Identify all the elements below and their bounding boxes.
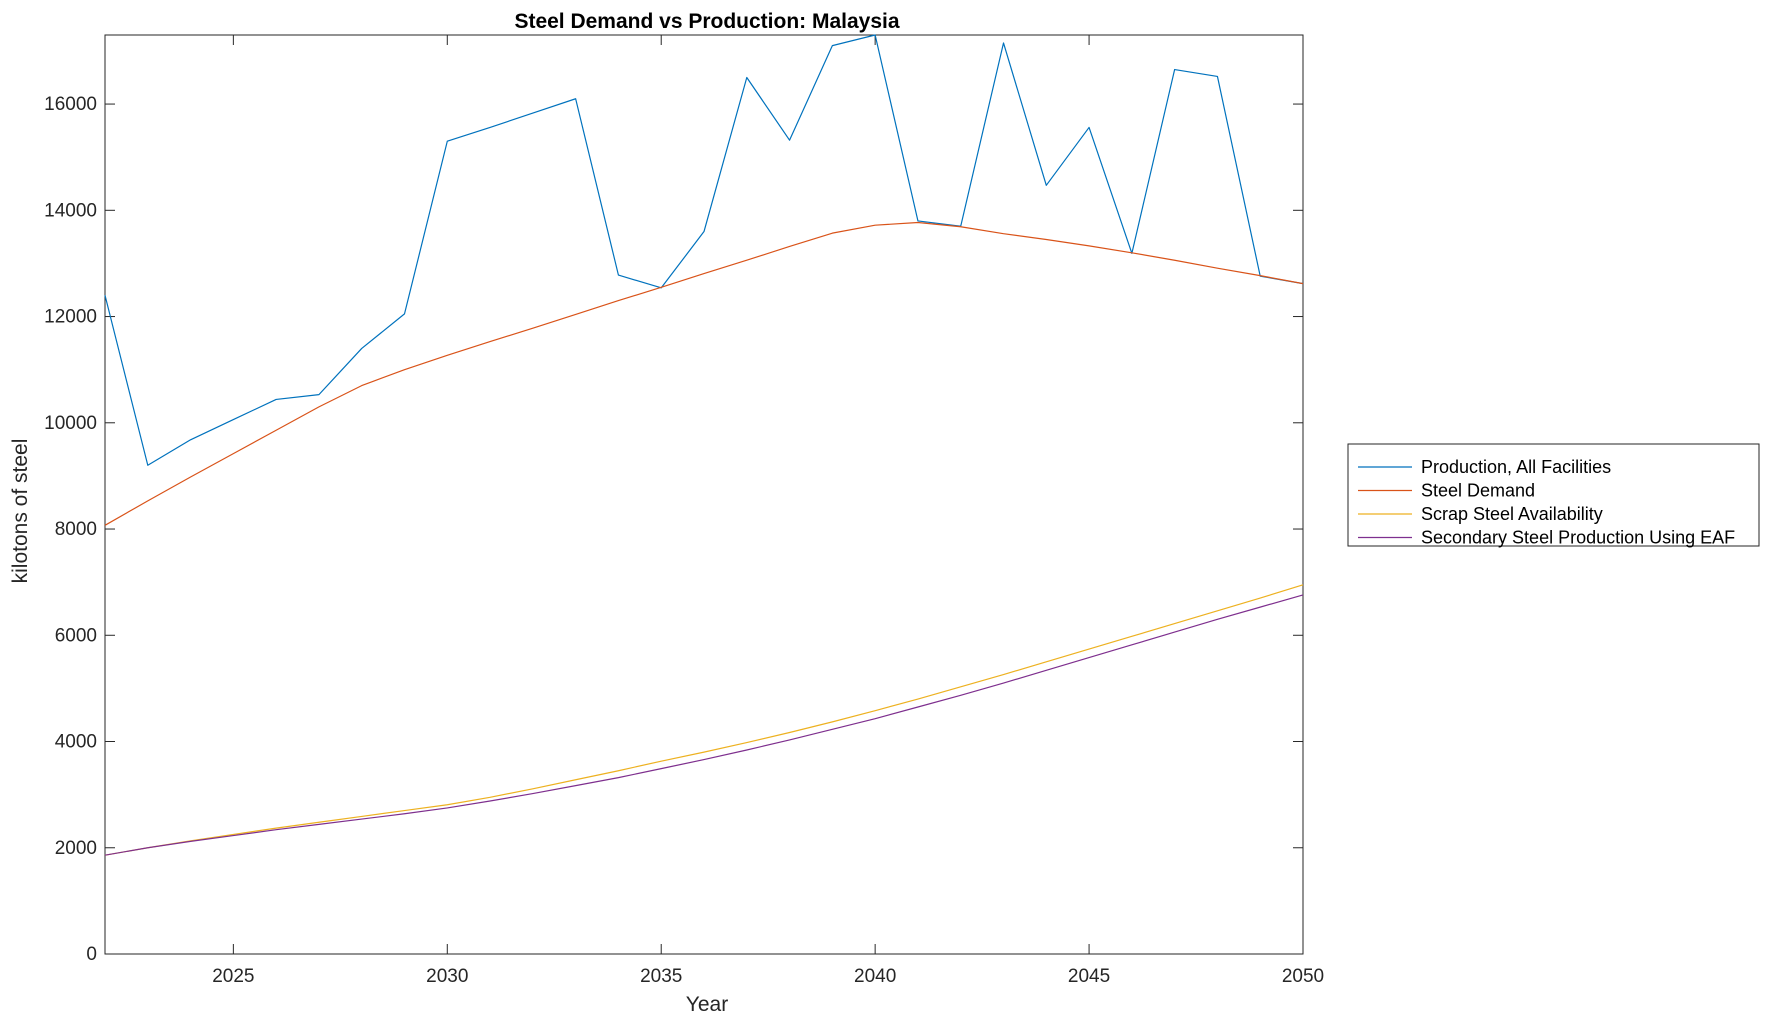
y-tick-label: 2000 bbox=[55, 838, 97, 859]
plot-frame bbox=[104, 34, 1304, 955]
y-tick-label: 0 bbox=[86, 944, 97, 965]
series-line-3 bbox=[104, 584, 1304, 856]
series-layer bbox=[104, 34, 1304, 856]
series-line-1 bbox=[104, 34, 1304, 466]
series-line-2 bbox=[104, 221, 1304, 526]
y-tick-label: 6000 bbox=[55, 625, 97, 646]
legend-label: Scrap Steel Availability bbox=[1421, 504, 1603, 524]
y-axis: 0 2000 4000 6000 8000 10000 12000 14000 16000 bbox=[44, 94, 1303, 965]
y-tick-label: 16000 bbox=[44, 94, 97, 115]
series-line-4 bbox=[104, 594, 1304, 856]
legend-box bbox=[1347, 443, 1760, 547]
y-tick-label: 4000 bbox=[55, 732, 97, 753]
x-axis-label: Year bbox=[686, 993, 728, 1016]
plot-area bbox=[104, 34, 1304, 955]
x-tick-label: 2045 bbox=[1068, 966, 1110, 987]
x-tick-label: 2040 bbox=[854, 966, 896, 987]
legend-label: Secondary Steel Production Using EAF bbox=[1421, 528, 1735, 548]
x-tick-label: 2030 bbox=[426, 966, 468, 987]
x-axis: 2025 2030 2035 2040 2045 2050 bbox=[212, 35, 1324, 987]
y-tick-label: 14000 bbox=[44, 200, 97, 221]
y-axis-label: kilotons of steel bbox=[9, 439, 32, 584]
y-tick-label: 8000 bbox=[55, 519, 97, 540]
chart-title: Steel Demand vs Production: Malaysia bbox=[514, 10, 899, 33]
x-tick-label: 2035 bbox=[640, 966, 682, 987]
y-tick-label: 10000 bbox=[44, 413, 97, 434]
legend-label: Steel Demand bbox=[1421, 481, 1535, 501]
y-tick-label: 12000 bbox=[44, 307, 97, 328]
x-tick-label: 2025 bbox=[212, 966, 254, 987]
x-tick-label: 2050 bbox=[1282, 966, 1324, 987]
legend-label: Production, All Facilities bbox=[1421, 457, 1611, 477]
legend: Production, All Facilities Steel Demand Sc… bbox=[1347, 443, 1760, 548]
